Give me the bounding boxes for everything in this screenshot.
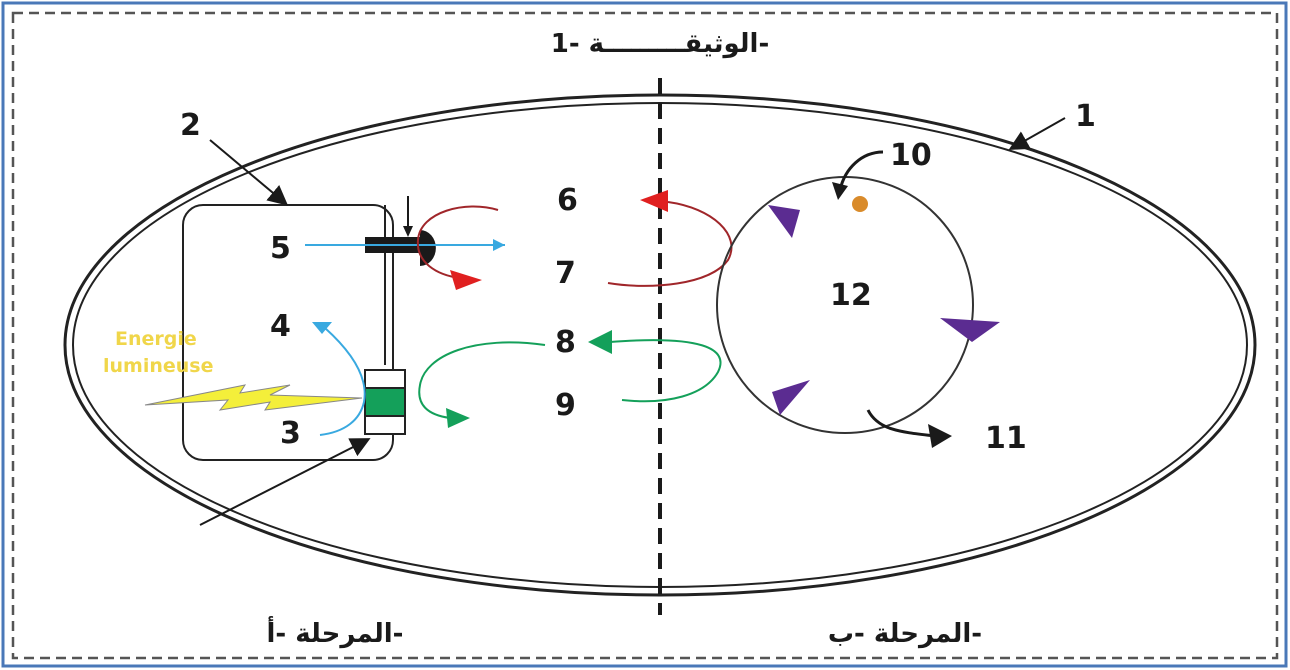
- curve-8-9: [609, 339, 722, 403]
- cycle-arrow-top-icon: [768, 205, 800, 238]
- label-10: 10: [890, 138, 932, 173]
- inner-dashed-frame: [11, 11, 1279, 660]
- cycle-arrow-bottom-icon: [772, 380, 810, 415]
- energy-label-line1: Energie: [115, 328, 197, 350]
- arrow-11: [866, 409, 936, 438]
- molecule-8-icon: [588, 330, 612, 354]
- label-3: 3: [280, 416, 301, 451]
- arrow-11-head: [928, 424, 952, 448]
- label-11: 11: [985, 421, 1027, 456]
- pointer-photosystem: [199, 438, 371, 526]
- phase-a-label: المرحلة -أ-: [267, 616, 404, 649]
- label-2: 2: [180, 108, 201, 143]
- pointer-10-head: [832, 182, 848, 200]
- energy-label-line2: lumineuse: [103, 355, 213, 377]
- document-title: الوثيقـــــــــة -1-: [551, 29, 770, 59]
- phase-b-label: المرحلة -ب-: [828, 619, 982, 649]
- photosystem: [312, 322, 546, 436]
- label-5: 5: [270, 231, 291, 266]
- pointer-1: [1008, 117, 1066, 150]
- atp-synthase: [305, 196, 505, 365]
- cycle-arrow-right-icon: [940, 318, 1000, 342]
- label-4: 4: [270, 309, 291, 344]
- pointer-2: [209, 139, 289, 206]
- pointer-10: [838, 150, 884, 191]
- label-6: 6: [557, 183, 578, 218]
- molecule-10-icon: [852, 196, 868, 212]
- label-8: 8: [555, 325, 576, 360]
- label-9: 9: [555, 388, 576, 423]
- light-energy-icon: [144, 384, 363, 411]
- molecule-6-icon: [640, 190, 668, 212]
- label-1: 1: [1075, 99, 1096, 134]
- label-12: 12: [830, 278, 872, 313]
- cell-membrane: [63, 93, 1257, 597]
- curve-6-7: [607, 201, 733, 287]
- label-7: 7: [555, 256, 576, 291]
